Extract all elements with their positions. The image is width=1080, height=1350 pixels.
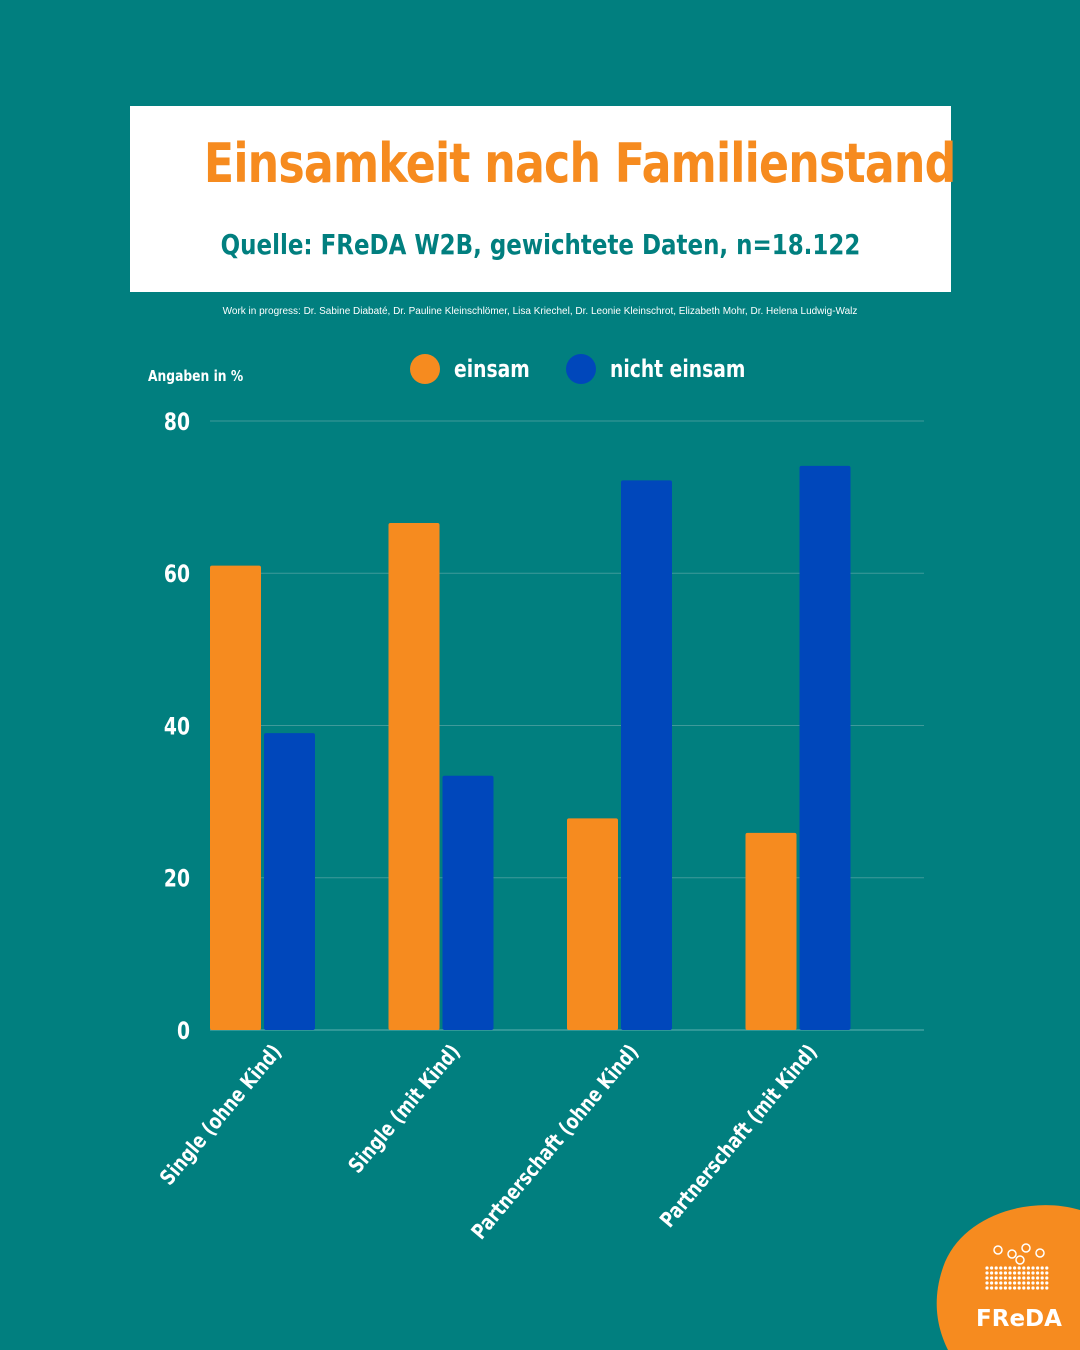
y-tick-label: 40 — [164, 713, 190, 741]
chart-subtitle: Quelle: FReDA W2B, gewichtete Daten, n=1… — [220, 228, 861, 261]
legend-item-einsam: einsam — [410, 354, 551, 384]
logo-text: FReDA — [976, 1306, 1062, 1332]
chart-title: Einsamkeit nach Familienstand — [203, 132, 956, 195]
legend-swatch-nicht-einsam — [566, 354, 596, 384]
y-tick-label: 0 — [177, 1018, 190, 1046]
bar-nicht-einsam — [264, 733, 315, 1030]
y-axis-unit-label: Angaben in % — [148, 367, 244, 385]
legend-label-nicht-einsam: nicht einsam — [610, 355, 746, 383]
legend-label-einsam: einsam — [454, 355, 530, 383]
legend: einsam nicht einsam — [0, 352, 1080, 392]
bar-einsam — [745, 832, 797, 1030]
title-box: Einsamkeit nach Familienstand Quelle: FR… — [130, 106, 956, 292]
legend-item-nicht-einsam: nicht einsam — [566, 354, 784, 384]
credits-text: Work in progress: Dr. Sabine Diabaté, Dr… — [222, 306, 858, 317]
bar-einsam — [210, 565, 261, 1030]
bar-nicht-einsam — [621, 480, 672, 1030]
bar-nicht-einsam — [799, 465, 851, 1030]
y-tick-label: 80 — [164, 409, 190, 437]
y-tick-label: 20 — [164, 866, 190, 894]
legend-swatch-einsam — [410, 354, 440, 384]
bar-nicht-einsam — [442, 775, 494, 1030]
bar-einsam — [388, 523, 440, 1030]
y-tick-label: 60 — [164, 561, 190, 589]
bar-einsam — [567, 818, 618, 1030]
